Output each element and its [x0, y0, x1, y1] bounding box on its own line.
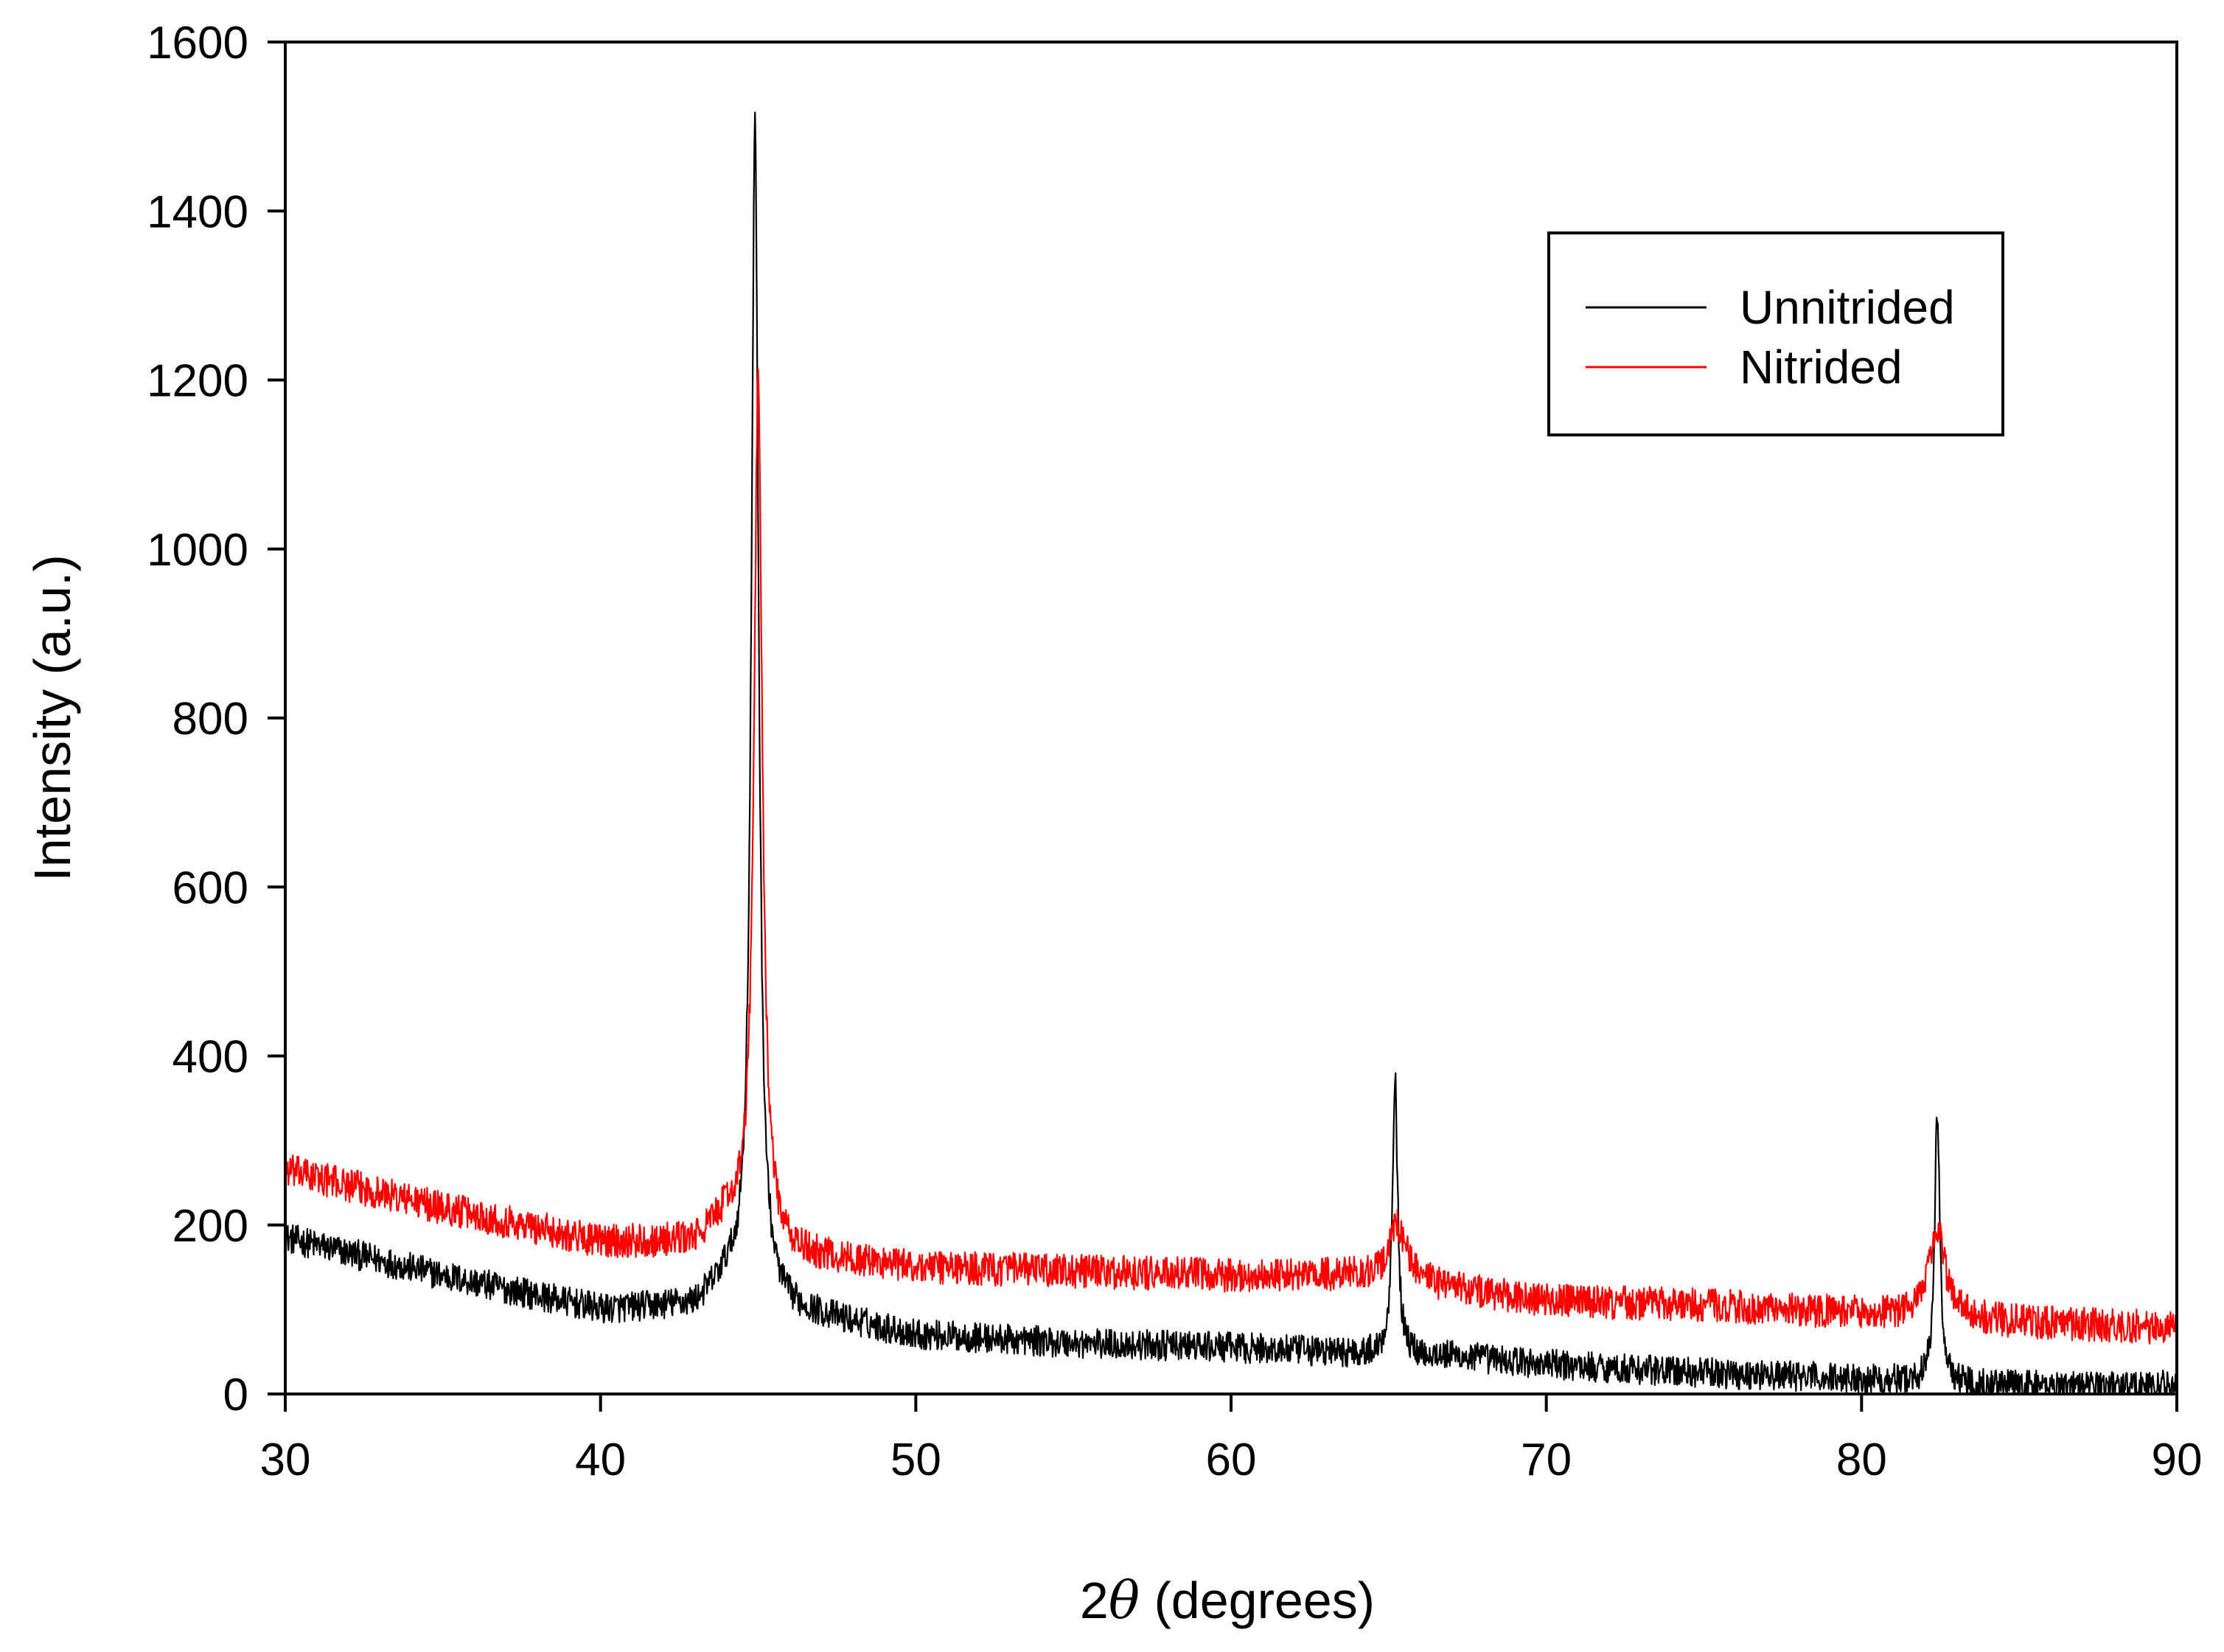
- series-line-nitrided: [284, 369, 2178, 1345]
- x-tick-label: 50: [890, 1435, 941, 1485]
- x-tick-label: 90: [2152, 1435, 2203, 1485]
- theta-symbol: θ: [1109, 1570, 1140, 1631]
- y-tick-label: 1200: [147, 356, 248, 407]
- x-tick-label: 80: [1836, 1435, 1887, 1485]
- y-tick-label: 200: [172, 1201, 248, 1252]
- series-line-unnitrided: [285, 111, 2178, 1395]
- legend-label-nitrided: Nitrided: [1740, 341, 1903, 394]
- x-axis-title: 2θ (degrees): [1080, 1570, 1375, 1631]
- y-tick-label: 1400: [147, 187, 248, 237]
- x-tick-label: 40: [575, 1435, 626, 1485]
- y-tick-label: 600: [172, 862, 248, 913]
- x-tick-label: 60: [1206, 1435, 1257, 1485]
- legend: Unnitrided Nitrided: [1547, 231, 2004, 436]
- legend-box: [1547, 231, 2004, 436]
- x-tick-label: 70: [1521, 1435, 1572, 1485]
- y-tick-label: 400: [172, 1032, 248, 1083]
- x-tick-label: 30: [260, 1435, 311, 1485]
- x-axis-ticks: 30 40 50 60 70 80 90: [260, 1394, 2203, 1485]
- y-axis-ticks: 0 200 400 600 800 1000 1200 1400 1600: [147, 18, 285, 1421]
- legend-label-unnitrided: Unnitrided: [1740, 281, 1955, 334]
- y-tick-label: 1000: [147, 525, 248, 576]
- y-axis-title: Intensity (a.u.): [24, 554, 81, 882]
- y-tick-label: 800: [172, 694, 248, 745]
- series-layer: [284, 111, 2178, 1395]
- y-tick-label: 0: [223, 1370, 248, 1421]
- y-tick-label: 1600: [147, 18, 248, 69]
